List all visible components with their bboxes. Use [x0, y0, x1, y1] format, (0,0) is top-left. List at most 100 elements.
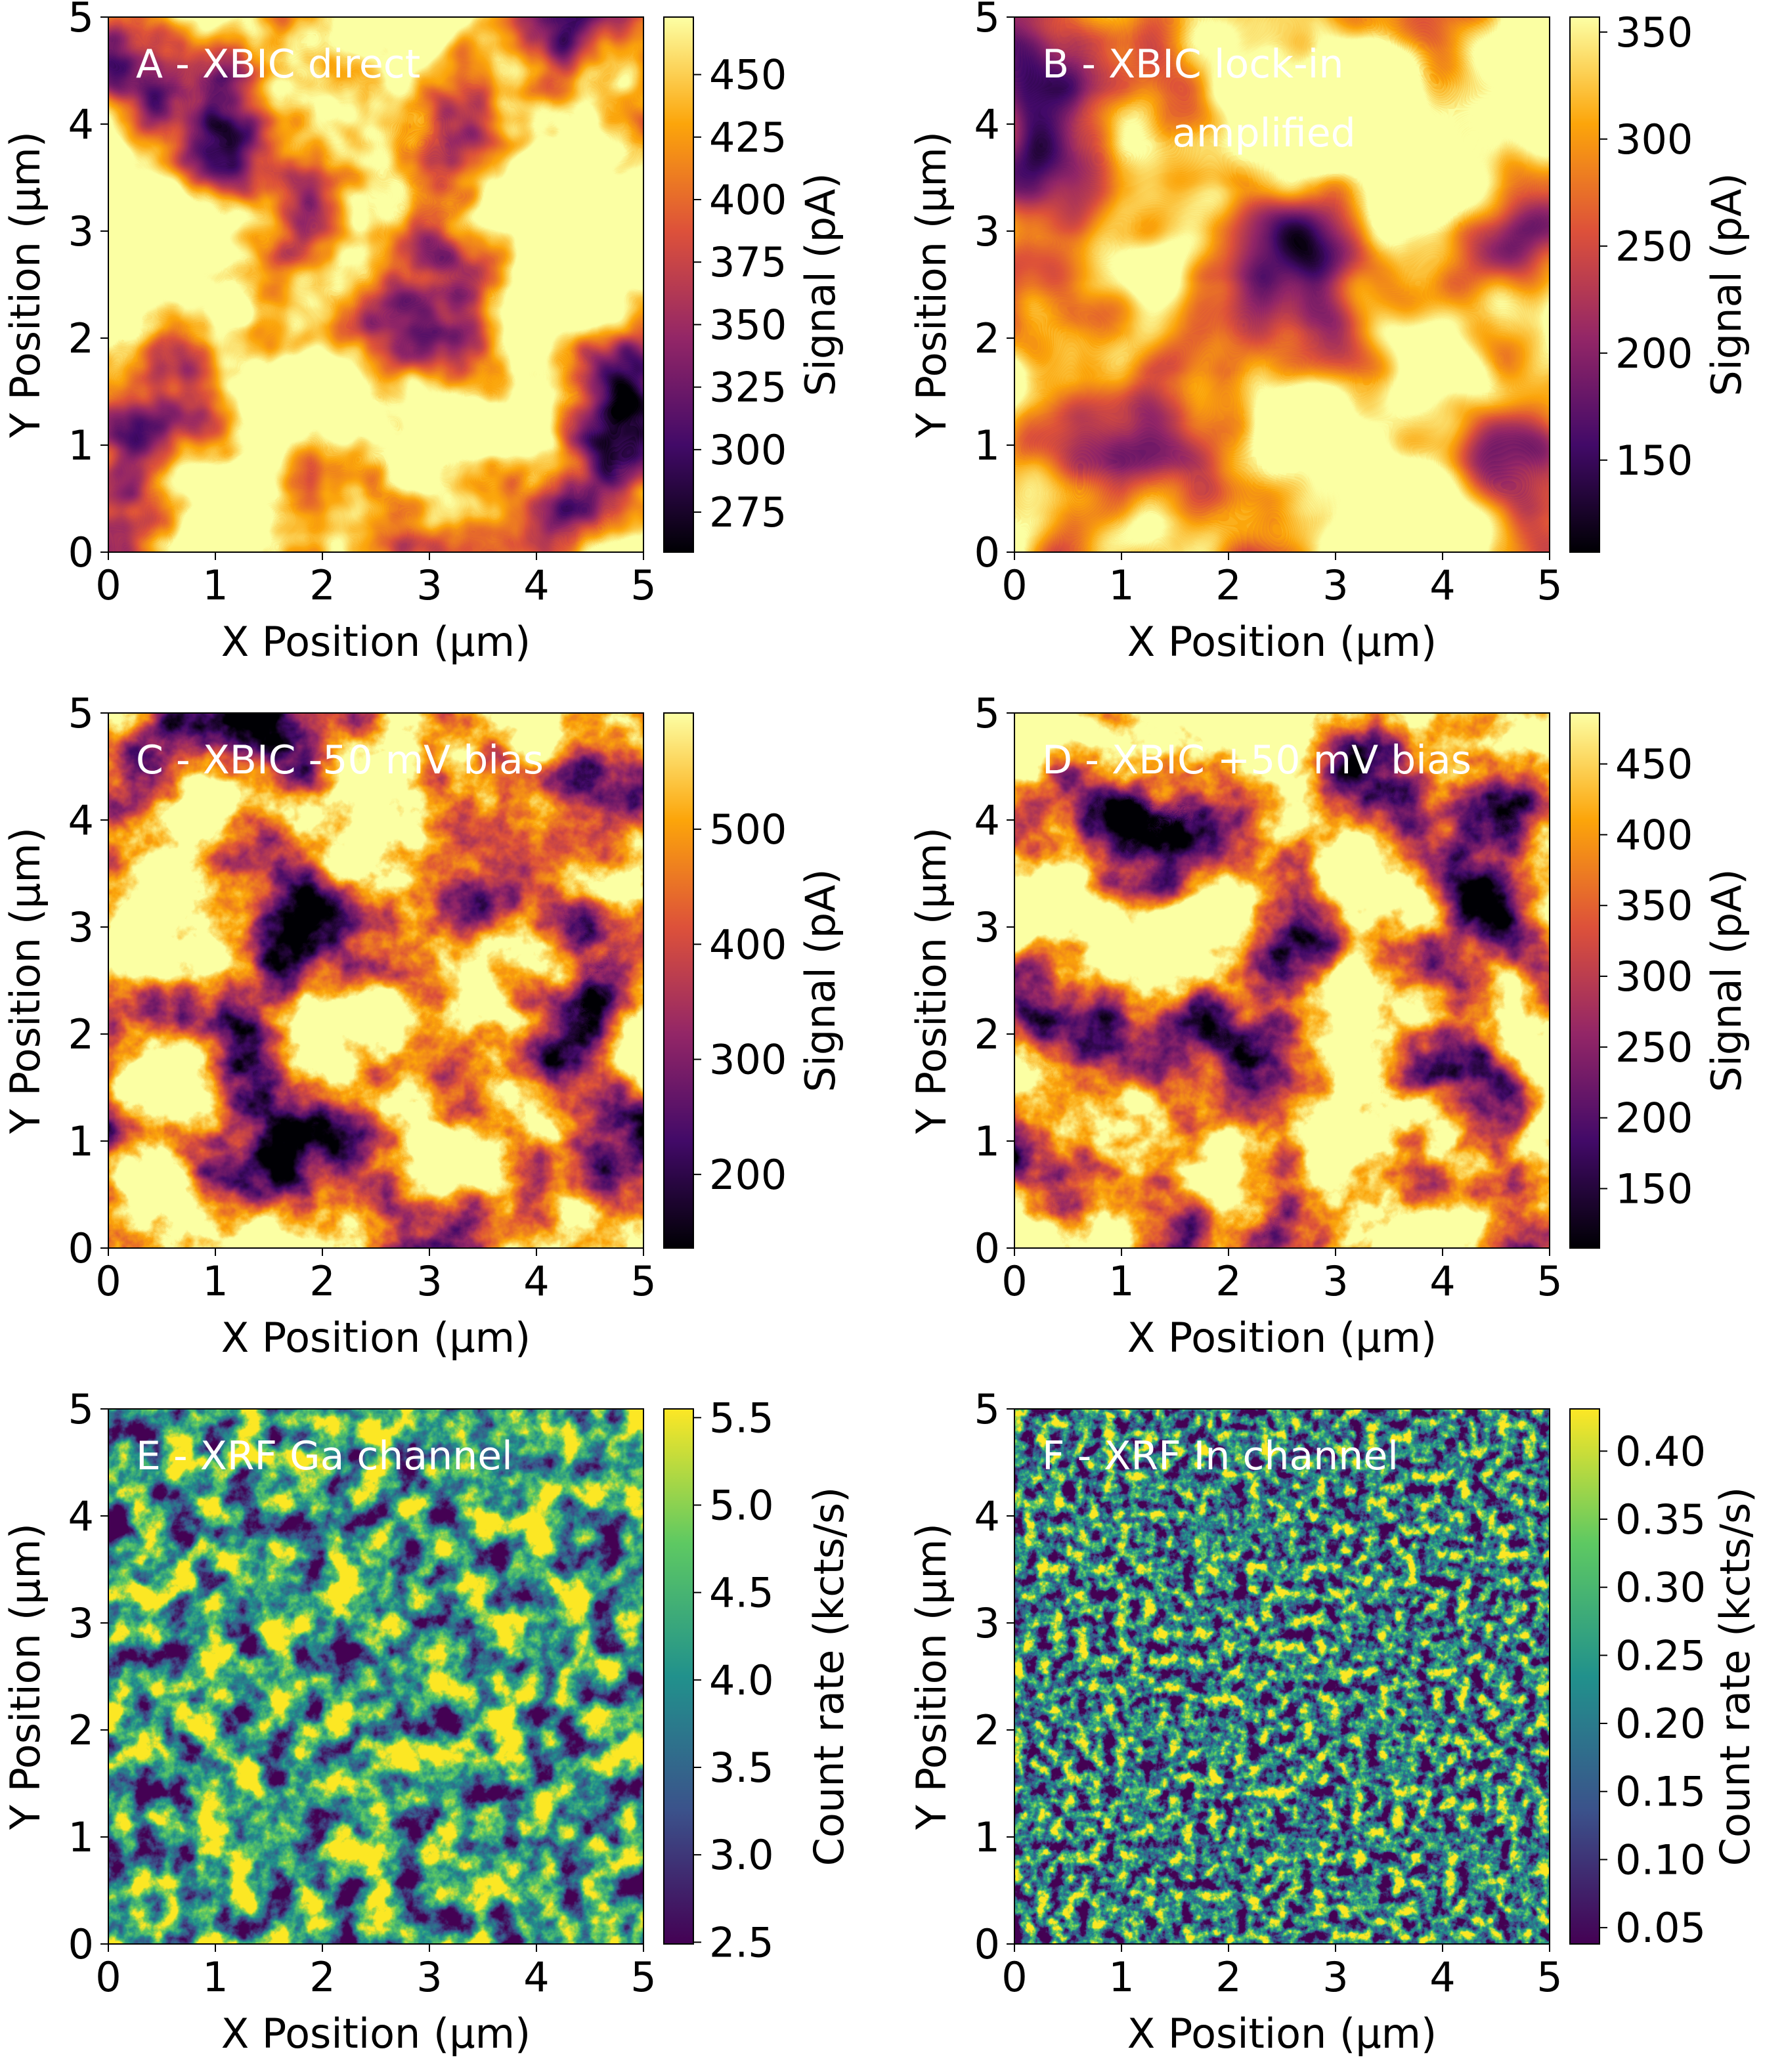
colorbar-tick-label: 400 [1615, 811, 1693, 859]
y-tick-label: 4 [974, 100, 1000, 148]
colorbar-label: Count rate (kcts/s) [1711, 1487, 1759, 1867]
colorbar-tick-label: 400 [709, 176, 787, 224]
x-tick-label: 5 [1536, 561, 1562, 609]
colorbar-label: Count rate (kcts/s) [805, 1487, 853, 1867]
x-tick-label: 1 [1108, 1257, 1134, 1305]
y-tick-label: 4 [68, 1492, 94, 1540]
colorbar-tick-label: 0.30 [1615, 1564, 1706, 1612]
colorbar-tick-label: 0.25 [1615, 1631, 1706, 1679]
colorbar [663, 712, 694, 1249]
panel-title: E - XRF Ga channel [136, 1433, 513, 1479]
colorbar-tick-label: 275 [709, 488, 787, 536]
y-tick-label: 5 [974, 689, 1000, 737]
colorbar [663, 16, 694, 553]
colorbar-tick-label: 325 [709, 364, 787, 412]
y-tick-label: 4 [974, 1492, 1000, 1540]
x-tick-label: 4 [1429, 1953, 1455, 2001]
colorbar-tick-label: 0.20 [1615, 1700, 1706, 1748]
colorbar-tick-label: 450 [709, 51, 787, 99]
x-tick-label: 2 [1215, 561, 1241, 609]
colorbar-label: Signal (pA) [1703, 869, 1751, 1092]
y-tick-label: 0 [974, 1920, 1000, 1968]
x-axis-label: X Position (μm) [221, 2010, 531, 2058]
colorbar-tick-label: 3.5 [709, 1744, 774, 1792]
panel-title: B - XBIC lock-in [1042, 41, 1343, 87]
colorbar-label: Signal (pA) [1703, 173, 1751, 396]
colorbar-tick-label: 4.5 [709, 1569, 774, 1617]
panel-title: D - XBIC +50 mV bias [1042, 737, 1471, 783]
x-tick-label: 5 [630, 1257, 656, 1305]
colorbar-tick-label: 450 [1615, 741, 1693, 788]
colorbar-tick-label: 4.0 [709, 1656, 774, 1704]
colorbar-tick-label: 5.5 [709, 1394, 774, 1442]
y-tick-label: 0 [68, 529, 94, 576]
x-tick-label: 0 [1001, 1257, 1027, 1305]
x-tick-label: 5 [1536, 1257, 1562, 1305]
y-tick-label: 3 [974, 1599, 1000, 1647]
y-tick-label: 2 [974, 1010, 1000, 1058]
colorbar-tick-label: 425 [709, 114, 787, 162]
x-tick-label: 0 [95, 1953, 121, 2001]
colorbar-tick-label: 300 [709, 1036, 787, 1084]
y-tick-label: 3 [974, 207, 1000, 255]
colorbar-tick-label: 5.0 [709, 1481, 774, 1529]
x-tick-label: 3 [416, 561, 442, 609]
colorbar-tick-label: 0.05 [1615, 1904, 1706, 1952]
colorbar-tick-label: 350 [1615, 882, 1693, 930]
y-tick-label: 2 [68, 1010, 94, 1058]
colorbar [1569, 712, 1600, 1249]
colorbar-tick-label: 350 [709, 301, 787, 349]
panel-title: A - XBIC direct [136, 41, 420, 87]
y-tick-label: 1 [68, 421, 94, 469]
colorbar-tick-label: 150 [1615, 437, 1693, 485]
y-axis-label: Y Position (μm) [907, 1523, 955, 1830]
x-tick-label: 3 [1322, 561, 1348, 609]
x-tick-label: 2 [1215, 1257, 1241, 1305]
x-tick-label: 5 [630, 561, 656, 609]
y-tick-label: 5 [68, 1385, 94, 1433]
colorbar-tick-label: 300 [709, 426, 787, 474]
x-tick-label: 2 [309, 1257, 335, 1305]
y-tick-label: 1 [68, 1813, 94, 1861]
colorbar-tick-label: 400 [709, 920, 787, 968]
colorbar-label: Signal (pA) [796, 173, 844, 396]
x-axis-label: X Position (μm) [1127, 1314, 1437, 1362]
x-tick-label: 4 [1429, 1257, 1455, 1305]
panel-title: C - XBIC -50 mV bias [136, 737, 544, 783]
x-tick-label: 3 [416, 1953, 442, 2001]
panel-title: F - XRF In channel [1042, 1433, 1399, 1479]
heatmap-image [108, 1409, 643, 1944]
y-tick-label: 5 [974, 0, 1000, 41]
y-tick-label: 4 [974, 796, 1000, 844]
colorbar-tick-label: 375 [709, 238, 787, 286]
panel: C - XBIC -50 mV bias 0 1 2 3 4 5 0 1 2 3 4 5 X Positi… [1, 689, 844, 1362]
x-tick-label: 0 [1001, 1953, 1027, 2001]
colorbar-tick-label: 200 [709, 1151, 787, 1199]
colorbar-tick-label: 350 [1615, 9, 1693, 56]
y-tick-label: 2 [974, 314, 1000, 362]
colorbar-tick-label: 2.5 [709, 1918, 774, 1966]
colorbar-tick-label: 3.0 [709, 1831, 774, 1879]
y-tick-label: 2 [68, 1706, 94, 1754]
heatmap-image [1014, 1409, 1550, 1944]
y-tick-label: 0 [68, 1224, 94, 1272]
y-tick-label: 0 [974, 1224, 1000, 1272]
colorbar [1569, 16, 1600, 553]
colorbar-tick-label: 0.15 [1615, 1768, 1706, 1816]
y-axis-label: Y Position (μm) [907, 131, 955, 439]
y-tick-label: 3 [974, 903, 1000, 951]
plot-frame [1014, 712, 1550, 1249]
plot-frame [108, 1408, 644, 1945]
colorbar-tick-label: 150 [1615, 1165, 1693, 1213]
colorbar [663, 1408, 694, 1945]
y-tick-label: 3 [68, 1599, 94, 1647]
plot-frame [1014, 16, 1550, 553]
panel: E - XRF Ga channel 0 1 2 3 4 5 0 1 2 3 4 5 X Position… [1, 1385, 853, 2058]
x-tick-label: 4 [523, 1953, 549, 2001]
x-tick-label: 0 [95, 1257, 121, 1305]
x-axis-label: X Position (μm) [221, 618, 531, 666]
y-tick-label: 1 [974, 1117, 1000, 1165]
y-axis-label: Y Position (μm) [907, 827, 955, 1134]
